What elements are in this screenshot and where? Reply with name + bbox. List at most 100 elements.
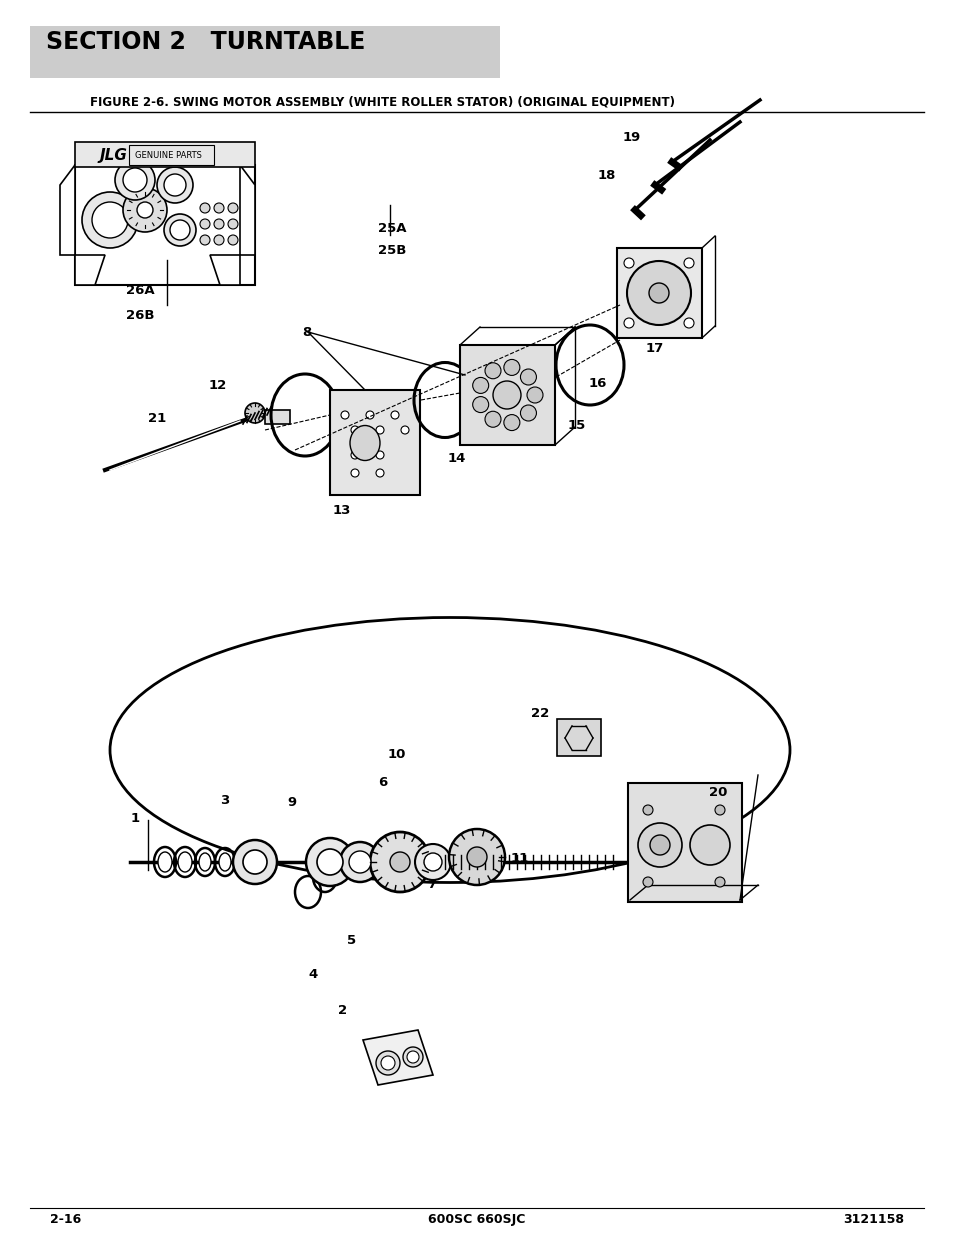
Circle shape bbox=[200, 219, 210, 228]
Circle shape bbox=[349, 851, 371, 873]
Text: 26B: 26B bbox=[126, 309, 154, 321]
Ellipse shape bbox=[178, 852, 192, 872]
Circle shape bbox=[351, 426, 358, 433]
Circle shape bbox=[91, 203, 128, 238]
Circle shape bbox=[407, 1051, 418, 1063]
Circle shape bbox=[228, 235, 237, 245]
Text: 600SC 660SJC: 600SC 660SJC bbox=[428, 1214, 525, 1226]
Text: 2: 2 bbox=[338, 1004, 347, 1016]
Circle shape bbox=[123, 188, 167, 232]
Circle shape bbox=[642, 805, 652, 815]
Circle shape bbox=[400, 426, 409, 433]
Text: 13: 13 bbox=[333, 504, 351, 516]
Circle shape bbox=[316, 848, 343, 876]
Circle shape bbox=[467, 847, 486, 867]
Circle shape bbox=[245, 403, 265, 424]
Circle shape bbox=[306, 839, 354, 885]
Circle shape bbox=[472, 396, 488, 412]
Circle shape bbox=[484, 363, 500, 379]
FancyBboxPatch shape bbox=[557, 719, 600, 756]
Circle shape bbox=[683, 258, 693, 268]
Circle shape bbox=[503, 415, 519, 431]
FancyBboxPatch shape bbox=[459, 345, 555, 445]
Circle shape bbox=[520, 369, 536, 385]
Circle shape bbox=[380, 1056, 395, 1070]
Text: JLG: JLG bbox=[100, 147, 128, 163]
Circle shape bbox=[213, 203, 224, 212]
Text: 22: 22 bbox=[530, 706, 549, 720]
Text: 14: 14 bbox=[447, 452, 466, 464]
Text: 25B: 25B bbox=[377, 243, 406, 257]
Circle shape bbox=[213, 219, 224, 228]
Polygon shape bbox=[240, 165, 254, 254]
Circle shape bbox=[626, 261, 690, 325]
Text: 21: 21 bbox=[148, 411, 166, 425]
Text: 7: 7 bbox=[427, 878, 436, 892]
Circle shape bbox=[170, 220, 190, 240]
Text: 17: 17 bbox=[645, 342, 663, 354]
Circle shape bbox=[402, 1047, 422, 1067]
Text: GENUINE PARTS: GENUINE PARTS bbox=[135, 151, 202, 159]
Text: 10: 10 bbox=[388, 747, 406, 761]
Text: 3121158: 3121158 bbox=[842, 1214, 903, 1226]
Circle shape bbox=[714, 805, 724, 815]
Circle shape bbox=[484, 411, 500, 427]
Circle shape bbox=[642, 877, 652, 887]
Text: 2-16: 2-16 bbox=[50, 1214, 81, 1226]
Ellipse shape bbox=[110, 618, 789, 883]
Text: 18: 18 bbox=[598, 168, 616, 182]
Circle shape bbox=[375, 469, 384, 477]
Circle shape bbox=[164, 214, 195, 246]
Circle shape bbox=[351, 469, 358, 477]
Text: 5: 5 bbox=[347, 934, 356, 946]
Text: 8: 8 bbox=[302, 326, 312, 338]
Circle shape bbox=[390, 852, 410, 872]
Ellipse shape bbox=[199, 853, 211, 871]
Circle shape bbox=[157, 167, 193, 203]
Text: 9: 9 bbox=[287, 795, 296, 809]
FancyBboxPatch shape bbox=[617, 248, 701, 338]
Text: 26A: 26A bbox=[126, 284, 154, 296]
Circle shape bbox=[375, 426, 384, 433]
Bar bbox=[265, 410, 290, 424]
Polygon shape bbox=[363, 1030, 433, 1086]
Circle shape bbox=[200, 203, 210, 212]
Circle shape bbox=[340, 411, 349, 419]
Polygon shape bbox=[75, 254, 105, 285]
Circle shape bbox=[115, 161, 154, 200]
FancyBboxPatch shape bbox=[330, 390, 419, 495]
Text: 16: 16 bbox=[588, 377, 606, 389]
Circle shape bbox=[200, 235, 210, 245]
Circle shape bbox=[638, 823, 681, 867]
Circle shape bbox=[351, 451, 358, 459]
Circle shape bbox=[375, 1051, 399, 1074]
Polygon shape bbox=[60, 165, 75, 254]
Circle shape bbox=[623, 317, 634, 329]
Circle shape bbox=[243, 850, 267, 874]
Circle shape bbox=[366, 411, 374, 419]
Text: 25A: 25A bbox=[377, 221, 406, 235]
Bar bbox=[30, 26, 499, 78]
Text: 15: 15 bbox=[567, 419, 585, 431]
Ellipse shape bbox=[219, 853, 231, 871]
Text: 12: 12 bbox=[209, 378, 227, 391]
Text: SECTION 2   TURNTABLE: SECTION 2 TURNTABLE bbox=[46, 30, 365, 54]
Circle shape bbox=[648, 283, 668, 303]
Circle shape bbox=[423, 853, 441, 871]
Circle shape bbox=[415, 844, 451, 881]
Circle shape bbox=[649, 835, 669, 855]
Text: 3: 3 bbox=[220, 794, 230, 806]
Circle shape bbox=[82, 191, 138, 248]
Circle shape bbox=[228, 203, 237, 212]
Circle shape bbox=[714, 877, 724, 887]
Circle shape bbox=[391, 411, 398, 419]
Circle shape bbox=[164, 174, 186, 196]
Circle shape bbox=[503, 359, 519, 375]
Circle shape bbox=[339, 842, 379, 882]
Text: 4: 4 bbox=[308, 968, 317, 982]
FancyBboxPatch shape bbox=[627, 783, 741, 902]
Circle shape bbox=[683, 317, 693, 329]
Text: 19: 19 bbox=[622, 131, 640, 143]
Circle shape bbox=[370, 832, 430, 892]
Bar bbox=[75, 142, 254, 167]
